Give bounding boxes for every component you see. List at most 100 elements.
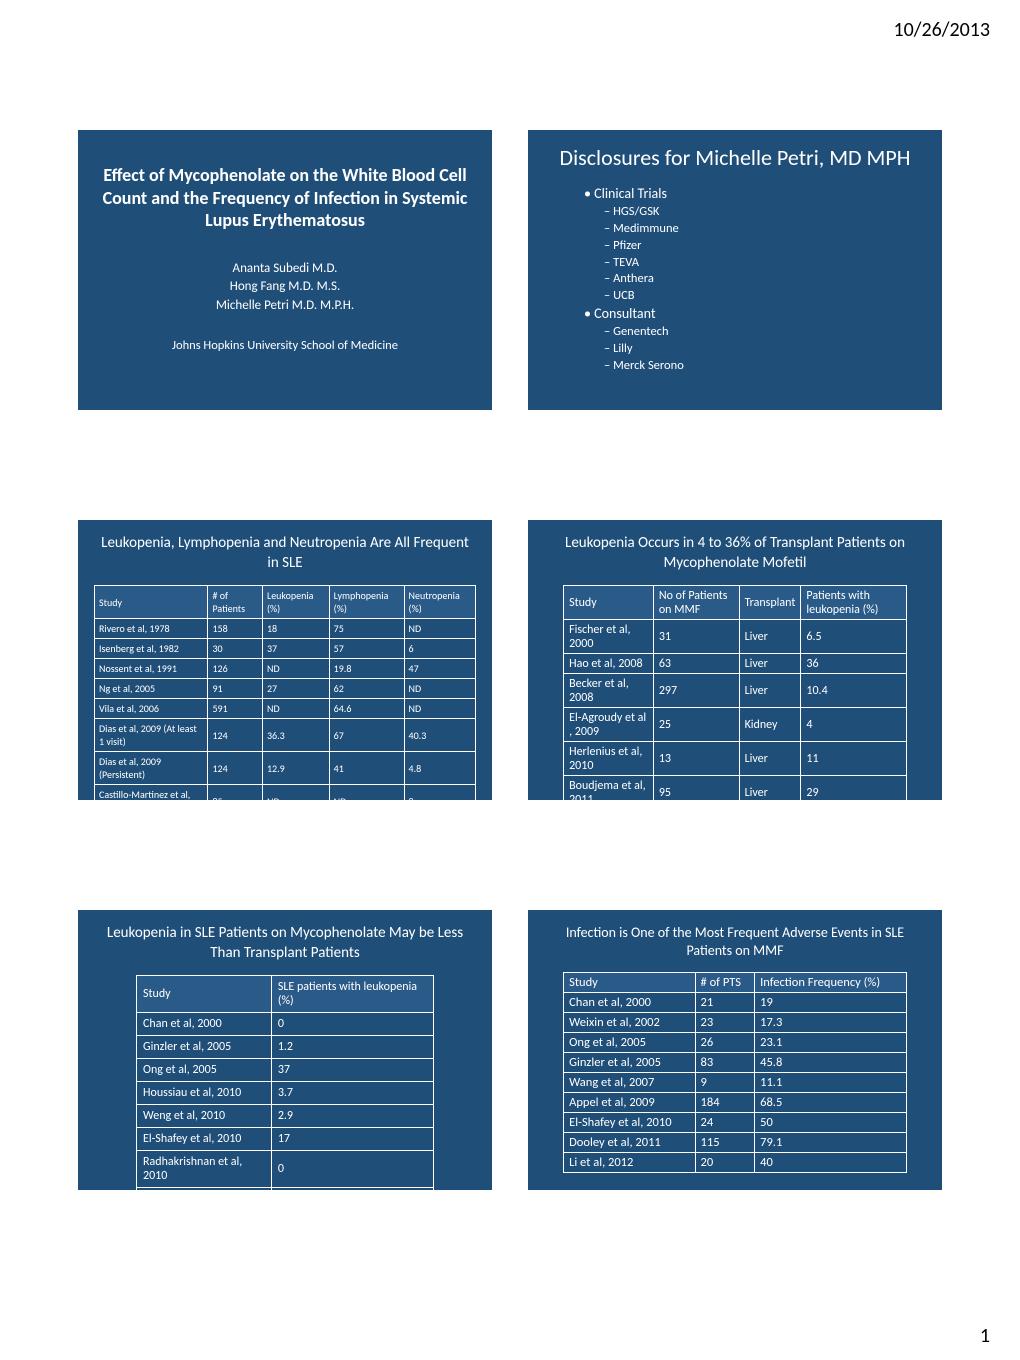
table-cell: Chan et al, 2000: [137, 1013, 272, 1036]
table-cell: 0: [271, 1013, 433, 1036]
table-cell: Li et al, 2012: [564, 1153, 695, 1173]
slide-title-card: Effect of Mycophenolate on the White Blo…: [78, 130, 492, 410]
table-row: Chan et al, 20002119: [564, 993, 907, 1013]
table-cell: 9: [695, 1073, 755, 1093]
table-cell: 21: [695, 993, 755, 1013]
table-cell: Ng et al, 2005: [95, 679, 208, 699]
table-cell: Ginzler et al, 2005: [137, 1036, 272, 1059]
table-cell: 40.3: [404, 719, 475, 752]
table-cell: 31: [653, 620, 739, 654]
table-cell: Hao et al, 2008: [564, 654, 654, 674]
table-cell: 95: [653, 776, 739, 810]
table-cell: Dias et al, 2009 (Persistent): [95, 752, 208, 785]
table-cell: ND: [404, 699, 475, 719]
table-cell: Radhakrishnan et al, 2010: [137, 1151, 272, 1188]
table-cell: 6.5: [801, 620, 907, 654]
table-row: El-Shafey et al, 201017: [137, 1128, 434, 1151]
table-cell: 3.7: [271, 1082, 433, 1105]
table-row: Fischer et al, 200031Liver6.5: [564, 620, 907, 654]
table-cell: 13: [653, 742, 739, 776]
table-row: Nossent et al, 1991126ND19.847: [95, 659, 476, 679]
table-cell: 45.8: [755, 1053, 907, 1073]
table-cell: 27: [262, 679, 329, 699]
table-header: Study: [137, 976, 272, 1013]
table-cell: 63: [653, 654, 739, 674]
slide-leukopenia-sle: Leukopenia, Lymphopenia and Neutropenia …: [78, 520, 492, 800]
table-header: Neutropenia (%): [404, 586, 475, 619]
bullet-l2: Genentech: [604, 324, 926, 341]
table-cell: Boudjema et al, 2011: [564, 776, 654, 810]
table-cell: 19: [755, 993, 907, 1013]
table-header: Leukopenia (%): [262, 586, 329, 619]
author-line: Ananta Subedi M.D.: [94, 260, 476, 279]
table-header: Study: [95, 586, 208, 619]
table-header: SLE patients with leukopenia (%): [271, 976, 433, 1013]
slide-leukopenia-sle-mmf: Leukopenia in SLE Patients on Mycophenol…: [78, 910, 492, 1190]
slide4-table: StudyNo of Patients on MMFTransplantPati…: [563, 585, 907, 810]
table-cell: 62: [329, 679, 404, 699]
table-cell: 75: [329, 619, 404, 639]
table-cell: 18: [262, 619, 329, 639]
table-header: Lymphopenia (%): [329, 586, 404, 619]
table-cell: 11: [801, 742, 907, 776]
table-row: Vila et al, 2006591ND64.6ND: [95, 699, 476, 719]
table-row: Dooley et al, 20110: [137, 1188, 434, 1211]
slide6-table: Study# of PTSInfection Frequency (%)Chan…: [563, 972, 907, 1173]
table-row: Ginzler et al, 20051.2: [137, 1036, 434, 1059]
table-cell: 30: [208, 639, 263, 659]
table-cell: ND: [262, 699, 329, 719]
table-cell: Chan et al, 2000: [564, 993, 695, 1013]
table-cell: Rivero et al, 1978: [95, 619, 208, 639]
table-row: El-Shafey et al, 20102450: [564, 1113, 907, 1133]
table-cell: 23.1: [755, 1033, 907, 1053]
table-cell: 25: [653, 708, 739, 742]
bullet-l2: UCB: [604, 288, 926, 305]
table-row: Chan et al, 20000: [137, 1013, 434, 1036]
slide6-title: Infection is One of the Most Frequent Ad…: [544, 924, 926, 960]
table-cell: Houssiau et al, 2010: [137, 1082, 272, 1105]
slide1-authors: Ananta Subedi M.D.Hong Fang M.D. M.S.Mic…: [94, 260, 476, 317]
table-cell: 17: [271, 1128, 433, 1151]
table-cell: 12.9: [262, 752, 329, 785]
table-header: Transplant: [739, 586, 801, 620]
table-row: Appel et al, 200918468.5: [564, 1093, 907, 1113]
table-cell: 26: [695, 1033, 755, 1053]
slide2-title: Disclosures for Michelle Petri, MD MPH: [544, 144, 926, 171]
table-cell: Nossent et al, 1991: [95, 659, 208, 679]
table-cell: Dias et al, 2009 (At least 1 visit): [95, 719, 208, 752]
bullet-l2: Lilly: [604, 341, 926, 358]
table-header: # of PTS: [695, 973, 755, 993]
table-cell: 124: [208, 752, 263, 785]
table-row: Rivero et al, 19781581875ND: [95, 619, 476, 639]
table-cell: 50: [755, 1113, 907, 1133]
table-row: Radhakrishnan et al, 20100: [137, 1151, 434, 1188]
table-cell: Dooley et al, 2011: [137, 1188, 272, 1211]
bullet-l2: Medimmune: [604, 221, 926, 238]
slide-leukopenia-transplant: Leukopenia Occurs in 4 to 36% of Transpl…: [528, 520, 942, 800]
slide5-table: StudySLE patients with leukopenia (%)Cha…: [136, 975, 434, 1211]
table-header: Study: [564, 586, 654, 620]
table-cell: 11.1: [755, 1073, 907, 1093]
table-row: Wang et al, 2007911.1: [564, 1073, 907, 1093]
table-cell: 41: [329, 752, 404, 785]
table-cell: ND: [329, 785, 404, 818]
table-row: Hao et al, 200863Liver36: [564, 654, 907, 674]
slide-infection-mmf: Infection is One of the Most Frequent Ad…: [528, 910, 942, 1190]
table-cell: 158: [208, 619, 263, 639]
author-line: Hong Fang M.D. M.S.: [94, 278, 476, 297]
table-cell: 20: [695, 1153, 755, 1173]
table-row: Ong et al, 200537: [137, 1059, 434, 1082]
table-cell: ND: [262, 659, 329, 679]
table-cell: 79.1: [755, 1133, 907, 1153]
table-cell: 83: [695, 1053, 755, 1073]
table-cell: Weng et al, 2010: [137, 1105, 272, 1128]
table-cell: 24: [695, 1113, 755, 1133]
author-line: Michelle Petri M.D. M.P.H.: [94, 297, 476, 316]
table-cell: 17.3: [755, 1013, 907, 1033]
table-cell: Dooley et al, 2011: [564, 1133, 695, 1153]
table-header: Patients with leukopenia (%): [801, 586, 907, 620]
table-cell: 8: [404, 785, 475, 818]
slide-disclosures: Disclosures for Michelle Petri, MD MPH C…: [528, 130, 942, 410]
table-row: Ginzler et al, 20058345.8: [564, 1053, 907, 1073]
table-cell: El-Agroudy et al , 2009: [564, 708, 654, 742]
